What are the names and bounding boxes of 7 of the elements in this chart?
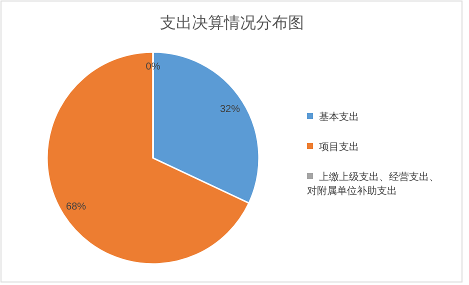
data-label: 32% xyxy=(220,104,240,115)
data-label: 68% xyxy=(66,201,86,212)
chart-title: 支出决算情况分布图 xyxy=(160,13,304,32)
legend-label: 上缴上级支出、经营支出、对附属单位补助支出 xyxy=(307,170,439,197)
text: 0% xyxy=(146,61,160,72)
legend-label: 基本支出 xyxy=(319,110,359,123)
legend-label: 项目支出 xyxy=(319,140,359,153)
